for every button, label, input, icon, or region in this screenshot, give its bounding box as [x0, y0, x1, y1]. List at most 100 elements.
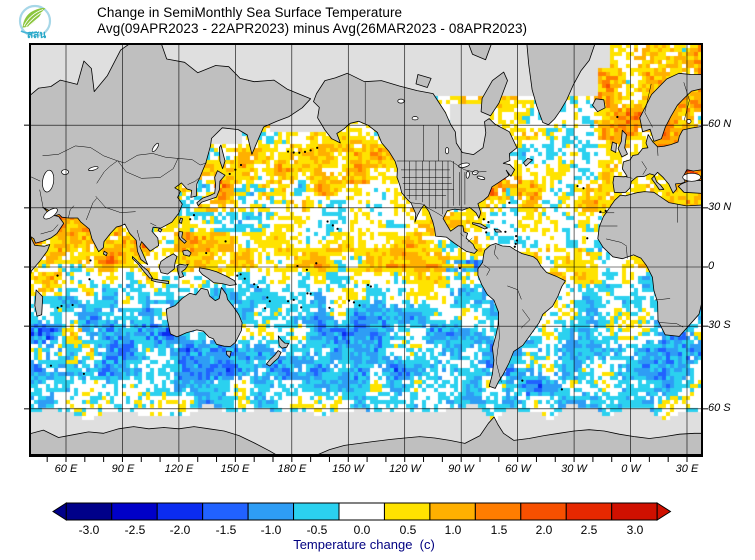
landmass	[477, 243, 566, 389]
island	[485, 231, 488, 234]
lat-tick-label: 30 N	[708, 201, 732, 213]
colorbar-tick: -1.0	[260, 523, 282, 537]
landmass	[610, 141, 617, 153]
colorbar-segment	[293, 502, 340, 521]
colorbar-segment	[383, 502, 431, 521]
colorbar-tick: 1.0	[444, 523, 462, 537]
country-border	[409, 202, 443, 217]
island	[286, 300, 290, 303]
lake	[88, 166, 99, 171]
logo-text: สสน	[27, 30, 46, 41]
lake	[465, 170, 470, 179]
island	[514, 242, 517, 245]
island	[266, 296, 269, 299]
colorbar-segment	[202, 502, 249, 521]
country-border	[494, 245, 499, 260]
colorbar-tick: -2.0	[169, 523, 191, 537]
island	[305, 268, 308, 271]
island	[224, 240, 227, 243]
island	[366, 283, 370, 287]
country-border	[467, 237, 473, 243]
island	[71, 303, 74, 307]
island	[369, 285, 372, 288]
map-subtitle: Avg(09APR2023 - 22APR2023) minus Avg(26M…	[97, 21, 528, 36]
map-title: Change in SemiMonthly Sea Surface Temper…	[97, 5, 403, 20]
country-border	[396, 160, 487, 173]
landmass	[277, 335, 289, 349]
country-border	[40, 224, 59, 235]
colorbar-tick: -0.5	[306, 523, 328, 537]
island	[487, 221, 490, 224]
colorbar-tick: 0.0	[353, 523, 371, 537]
island	[576, 184, 579, 188]
lake	[397, 98, 405, 104]
island	[315, 262, 318, 265]
leaf-vein	[28, 12, 45, 27]
colorbar-segment	[111, 502, 158, 521]
country-border	[136, 229, 141, 241]
lon-tick-label: 90 W	[448, 463, 474, 475]
lat-tick-label: 0	[708, 260, 715, 272]
country-border	[68, 205, 75, 218]
country-border	[644, 83, 653, 128]
lon-tick-label: 120 W	[389, 463, 421, 475]
island	[243, 277, 246, 280]
graticule	[30, 44, 702, 455]
colorbar-tick: -1.5	[215, 523, 237, 537]
lake	[42, 169, 55, 193]
colorbar-tick: -2.5	[124, 523, 146, 537]
island	[256, 285, 260, 289]
lake	[61, 169, 69, 175]
island	[504, 230, 507, 233]
colorbar-tick: -3.0	[78, 523, 100, 537]
colorbar-tick: 2.0	[535, 523, 553, 537]
country-border	[657, 145, 659, 156]
landmass	[34, 289, 44, 317]
island	[458, 267, 461, 270]
island	[508, 201, 511, 204]
colorbar-segment	[156, 502, 204, 521]
island	[560, 388, 563, 391]
colorbar-segment	[611, 502, 658, 521]
island	[326, 220, 329, 223]
logo-ring-icon	[18, 4, 52, 38]
lon-tick-label: 60 E	[54, 463, 78, 475]
lake	[682, 172, 702, 182]
island	[300, 306, 303, 309]
island	[586, 237, 589, 240]
title-block: Change in SemiMonthly Sea Surface Temper…	[97, 5, 527, 37]
lake	[476, 175, 486, 180]
country-border	[624, 176, 633, 179]
lat-tick-label: 30 S	[708, 319, 731, 331]
leaf-vein	[23, 9, 44, 27]
colorbar-label: Temperature change (c)	[293, 537, 435, 552]
lake	[43, 207, 58, 220]
landmass	[226, 350, 232, 358]
colorbar-tick: 3.0	[626, 523, 644, 537]
island	[582, 187, 585, 190]
country-border	[96, 160, 118, 184]
island	[303, 150, 307, 153]
lake	[686, 118, 692, 124]
island	[89, 259, 92, 262]
country-border	[39, 189, 44, 207]
island	[309, 149, 312, 152]
landmass	[219, 144, 226, 169]
colorbar-segment	[247, 502, 295, 521]
island	[616, 115, 619, 119]
island	[358, 304, 361, 307]
island	[49, 364, 53, 367]
country-border	[177, 158, 207, 166]
landmass	[178, 231, 187, 244]
colorbar-arrow-left	[52, 502, 67, 521]
island	[192, 214, 196, 217]
landmass	[597, 191, 702, 337]
landmass	[157, 228, 163, 233]
island	[56, 274, 59, 277]
country-border	[606, 238, 627, 247]
colorbar-tick: 1.5	[490, 523, 508, 537]
country-border	[187, 178, 199, 185]
colorbar-segment	[429, 502, 476, 521]
island	[236, 274, 239, 277]
